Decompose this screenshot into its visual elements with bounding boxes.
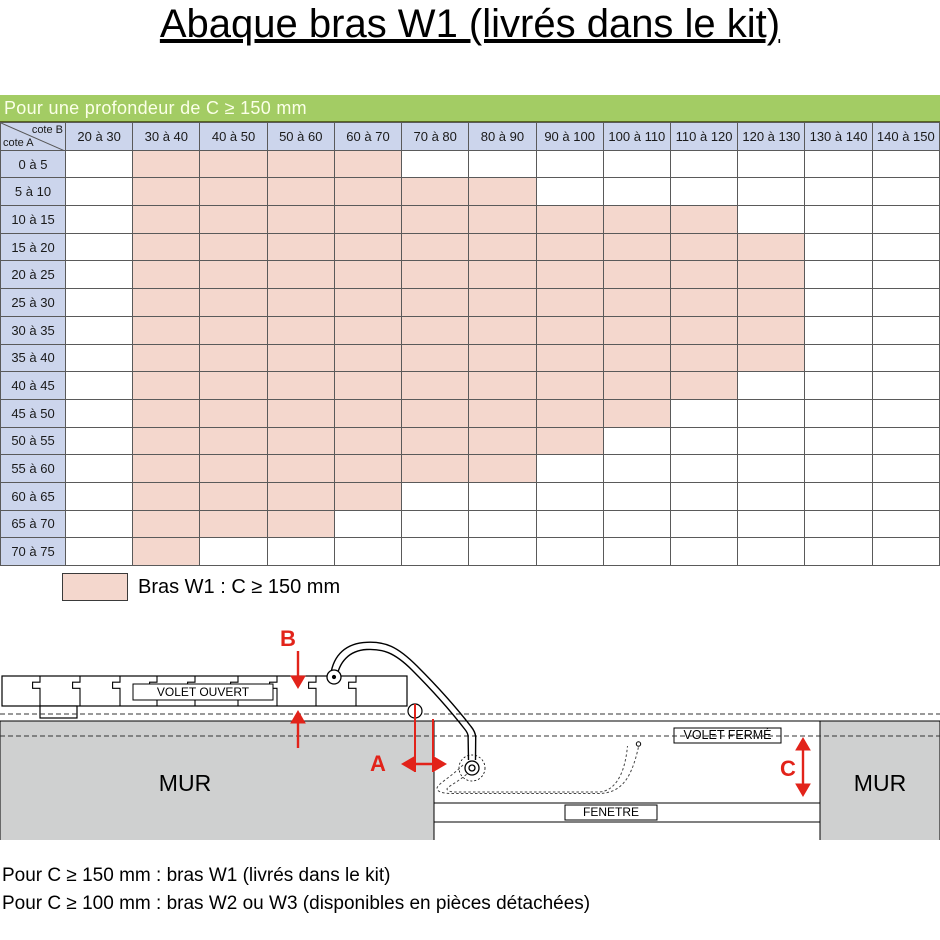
svg-text:MUR: MUR [159,770,211,796]
svg-text:VOLET FERMÉ: VOLET FERMÉ [684,727,772,742]
svg-text:B: B [280,626,296,651]
svg-text:A: A [370,751,386,776]
svg-text:FENETRE: FENETRE [583,805,639,819]
svg-text:MUR: MUR [854,770,906,796]
svg-text:VOLET OUVERT: VOLET OUVERT [157,685,250,699]
svg-text:C: C [780,756,796,781]
